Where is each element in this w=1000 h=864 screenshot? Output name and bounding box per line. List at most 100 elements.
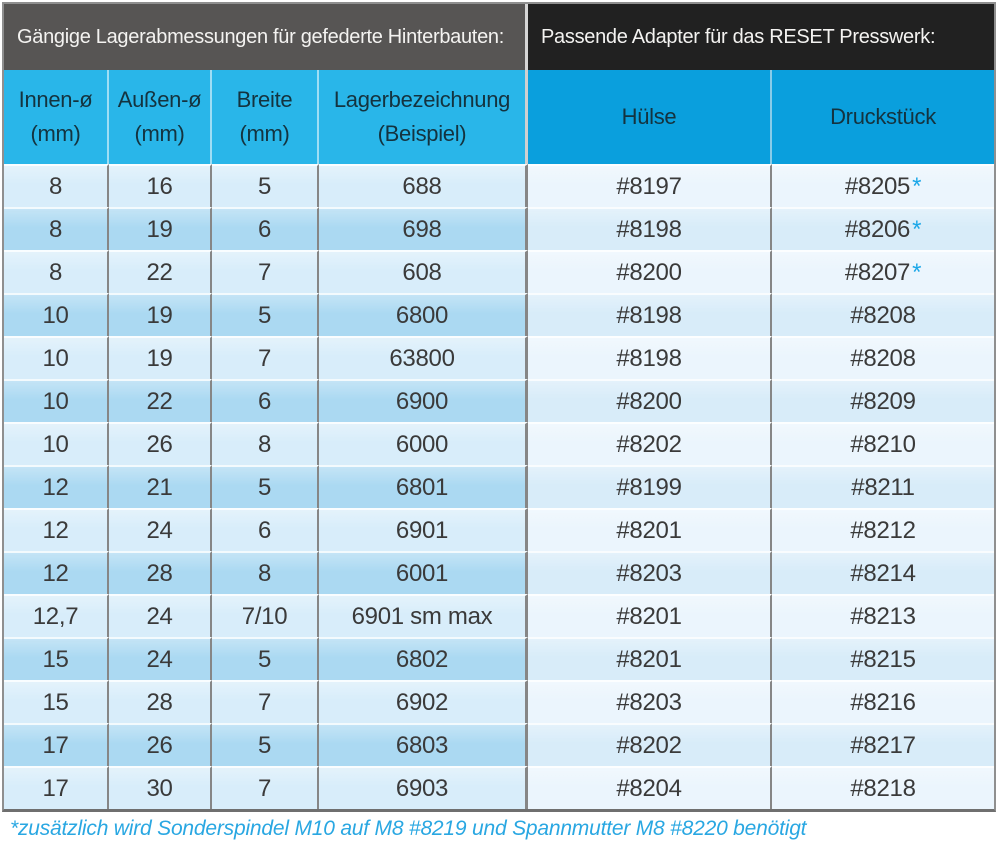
table-cell-druckstueck: #8215 xyxy=(772,637,994,680)
table-cell-lagerbezeichnung: 6903 xyxy=(319,766,528,809)
table-cell-breite-mm: 5 xyxy=(212,637,319,680)
table-cell-innen-mm: 12 xyxy=(4,551,109,594)
table-cell-innen-mm: 12 xyxy=(4,465,109,508)
table-cell-aussen-mm: 28 xyxy=(109,680,212,723)
table-cell-breite-mm: 7/10 xyxy=(212,594,319,637)
table-cell-innen-mm: 10 xyxy=(4,336,109,379)
column-header-huelse: Hülse xyxy=(528,70,772,164)
table-grid: Gängige Lagerabmessungen für gefederte H… xyxy=(4,4,994,809)
column-label: Außen-ø xyxy=(117,86,202,112)
table-cell-druckstueck: #8208 xyxy=(772,336,994,379)
column-label: Breite xyxy=(236,86,293,112)
table-cell-aussen-mm: 19 xyxy=(109,293,212,336)
table-cell-huelse: #8202 xyxy=(528,422,772,465)
column-label: Innen-ø xyxy=(18,86,93,112)
table-cell-druckstueck: #8213 xyxy=(772,594,994,637)
table-cell-innen-mm: 10 xyxy=(4,293,109,336)
table-cell-druckstueck: #8217 xyxy=(772,723,994,766)
table-cell-breite-mm: 5 xyxy=(212,164,319,207)
table-cell-druckstueck: #8209 xyxy=(772,379,994,422)
table-cell-lagerbezeichnung: 6803 xyxy=(319,723,528,766)
table-cell-huelse: #8197 xyxy=(528,164,772,207)
table-cell-lagerbezeichnung: 688 xyxy=(319,164,528,207)
table-cell-aussen-mm: 24 xyxy=(109,637,212,680)
table-cell-lagerbezeichnung: 6000 xyxy=(319,422,528,465)
table-cell-huelse: #8201 xyxy=(528,508,772,551)
table-cell-breite-mm: 6 xyxy=(212,508,319,551)
table-cell-aussen-mm: 22 xyxy=(109,250,212,293)
table-cell-huelse: #8201 xyxy=(528,637,772,680)
table-cell-breite-mm: 8 xyxy=(212,422,319,465)
table-cell-breite-mm: 7 xyxy=(212,766,319,809)
table-cell-huelse: #8202 xyxy=(528,723,772,766)
table-cell-breite-mm: 6 xyxy=(212,207,319,250)
table-cell-huelse: #8198 xyxy=(528,336,772,379)
table-cell-innen-mm: 10 xyxy=(4,422,109,465)
table-cell-lagerbezeichnung: 698 xyxy=(319,207,528,250)
table-cell-huelse: #8204 xyxy=(528,766,772,809)
table-cell-aussen-mm: 24 xyxy=(109,508,212,551)
table-cell-innen-mm: 8 xyxy=(4,250,109,293)
table-cell-druckstueck: #8206 * xyxy=(772,207,994,250)
table-cell-breite-mm: 7 xyxy=(212,336,319,379)
table-cell-huelse: #8200 xyxy=(528,379,772,422)
table-cell-lagerbezeichnung: 6902 xyxy=(319,680,528,723)
column-label: Lagerbezeichnung xyxy=(333,86,511,112)
column-header-druckstueck: Druckstück xyxy=(772,70,994,164)
table-cell-breite-mm: 6 xyxy=(212,379,319,422)
table-cell-breite-mm: 5 xyxy=(212,293,319,336)
table-cell-lagerbezeichnung: 6800 xyxy=(319,293,528,336)
table-cell-druckstueck: #8207 * xyxy=(772,250,994,293)
table-cell-breite-mm: 7 xyxy=(212,680,319,723)
table-cell-huelse: #8200 xyxy=(528,250,772,293)
footnote: *zusätzlich wird Sonderspindel M10 auf M… xyxy=(10,817,807,840)
column-header-innen-mm: Innen-ø (mm) xyxy=(4,70,109,164)
column-header-aussen-mm: Außen-ø (mm) xyxy=(109,70,212,164)
table-cell-innen-mm: 15 xyxy=(4,680,109,723)
table-cell-lagerbezeichnung: 6900 xyxy=(319,379,528,422)
column-label: Druckstück xyxy=(830,103,936,129)
table-cell-aussen-mm: 19 xyxy=(109,207,212,250)
table-cell-aussen-mm: 30 xyxy=(109,766,212,809)
table-cell-lagerbezeichnung: 6001 xyxy=(319,551,528,594)
table-cell-druckstueck: #8208 xyxy=(772,293,994,336)
table-cell-breite-mm: 5 xyxy=(212,465,319,508)
column-unit: (mm) xyxy=(30,121,81,146)
asterisk-marker: * xyxy=(912,258,922,286)
column-unit: (mm) xyxy=(239,121,290,146)
column-header-lagerbezeichnung: Lagerbezeichnung (Beispiel) xyxy=(319,70,528,164)
table-cell-lagerbezeichnung: 6802 xyxy=(319,637,528,680)
table-cell-aussen-mm: 28 xyxy=(109,551,212,594)
table-cell-aussen-mm: 26 xyxy=(109,723,212,766)
column-unit: (Beispiel) xyxy=(377,121,467,146)
table-cell-innen-mm: 15 xyxy=(4,637,109,680)
table-cell-breite-mm: 7 xyxy=(212,250,319,293)
table-cell-lagerbezeichnung: 6901 xyxy=(319,508,528,551)
column-header-breite-mm: Breite (mm) xyxy=(212,70,319,164)
table-cell-druckstueck: #8216 xyxy=(772,680,994,723)
section-header-bearings: Gängige Lagerabmessungen für gefederte H… xyxy=(4,4,528,70)
table-cell-lagerbezeichnung: 6901 sm max xyxy=(319,594,528,637)
table-cell-druckstueck: #8211 xyxy=(772,465,994,508)
table-cell-innen-mm: 17 xyxy=(4,723,109,766)
table-cell-lagerbezeichnung: 608 xyxy=(319,250,528,293)
table-cell-huelse: #8198 xyxy=(528,293,772,336)
table-cell-lagerbezeichnung: 63800 xyxy=(319,336,528,379)
table-cell-druckstueck: #8214 xyxy=(772,551,994,594)
asterisk-marker: * xyxy=(912,172,922,200)
bearing-adapter-table: Gängige Lagerabmessungen für gefederte H… xyxy=(2,2,996,812)
table-cell-huelse: #8203 xyxy=(528,551,772,594)
table-cell-aussen-mm: 24 xyxy=(109,594,212,637)
table-cell-aussen-mm: 19 xyxy=(109,336,212,379)
table-cell-aussen-mm: 21 xyxy=(109,465,212,508)
table-cell-innen-mm: 17 xyxy=(4,766,109,809)
table-cell-innen-mm: 12 xyxy=(4,508,109,551)
table-cell-innen-mm: 12,7 xyxy=(4,594,109,637)
table-cell-druckstueck: #8218 xyxy=(772,766,994,809)
table-cell-huelse: #8199 xyxy=(528,465,772,508)
table-cell-huelse: #8203 xyxy=(528,680,772,723)
table-cell-lagerbezeichnung: 6801 xyxy=(319,465,528,508)
table-cell-druckstueck: #8212 xyxy=(772,508,994,551)
table-cell-innen-mm: 8 xyxy=(4,207,109,250)
